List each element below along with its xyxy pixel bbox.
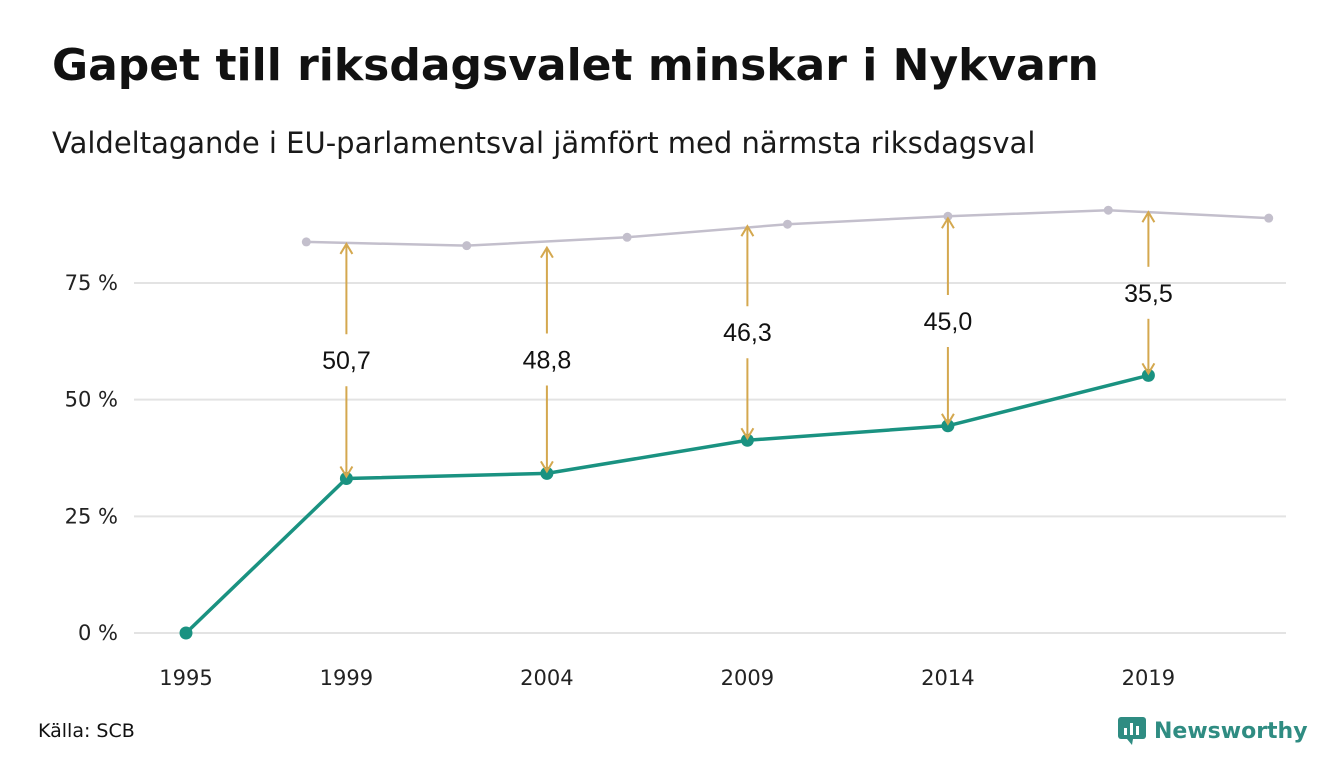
- eu-point: [179, 626, 193, 640]
- gap-arrowhead-bottom: [339, 466, 354, 479]
- gap-label: 45,0: [924, 308, 973, 336]
- eu-point: [941, 419, 955, 433]
- eu-point: [740, 433, 754, 447]
- y-axis-ticks: 0 % 25 % 50 % 75 %: [65, 271, 118, 645]
- gap-label: 46,3: [723, 319, 772, 347]
- gap-label: 50,7: [322, 347, 371, 375]
- x-tick-label: 2019: [1122, 666, 1175, 690]
- y-tick-label: 75 %: [65, 271, 118, 295]
- gap-arrowhead-top: [540, 245, 554, 259]
- gap-arrowhead-top: [740, 224, 755, 237]
- gap-arrowhead-bottom: [540, 460, 554, 474]
- gap-arrowhead-bottom: [1141, 362, 1156, 376]
- riksdag-point: [462, 241, 472, 251]
- y-tick-label: 0 %: [78, 621, 118, 645]
- x-axis-ticks: 1995 1999 2004 2009 2014 2019: [159, 666, 1175, 690]
- x-tick-label: 1999: [320, 666, 373, 690]
- x-tick-label: 2009: [721, 666, 774, 690]
- chart-subtitle: Valdeltagande i EU-parlamentsval jämfört…: [52, 126, 1036, 160]
- gap-arrowhead-top: [1141, 210, 1156, 223]
- gap-arrowhead-top: [941, 216, 955, 229]
- source-note: Källa: SCB: [38, 720, 135, 742]
- riksdag-point: [1264, 213, 1274, 223]
- gap-annotations: 50,7 48,8 46,3 45,0 35,5: [322, 210, 1173, 479]
- eu-point: [540, 466, 554, 480]
- eu-series: [179, 368, 1155, 640]
- gap-arrowhead-bottom: [941, 413, 955, 426]
- y-tick-label: 25 %: [65, 504, 118, 528]
- brand-logo: Newsworthy: [1118, 714, 1308, 748]
- riksdag-point: [943, 211, 953, 221]
- riksdag-point: [622, 232, 632, 242]
- riksdag-point: [783, 219, 792, 229]
- gap-label: 48,8: [523, 347, 572, 375]
- riksdag-series: [301, 205, 1274, 251]
- eu-point: [1141, 368, 1155, 382]
- chart-title: Gapet till riksdagsvalet minskar i Nykva…: [52, 40, 1099, 91]
- bar-chart-badge-icon: [1118, 717, 1146, 745]
- gap-arrowhead-top: [339, 241, 354, 255]
- riksdag-point: [1103, 205, 1113, 215]
- riksdag-point: [301, 237, 311, 247]
- eu-point: [339, 472, 353, 486]
- gap-label: 35,5: [1124, 280, 1173, 308]
- brand-name: Newsworthy: [1154, 718, 1308, 744]
- eu-line: [184, 373, 1149, 635]
- gap-arrowhead-bottom: [740, 427, 755, 441]
- y-tick-label: 50 %: [65, 388, 118, 412]
- x-tick-label: 2014: [921, 666, 974, 690]
- gridlines: [134, 282, 1286, 634]
- x-tick-label: 1995: [159, 666, 212, 690]
- x-tick-label: 2004: [520, 666, 573, 690]
